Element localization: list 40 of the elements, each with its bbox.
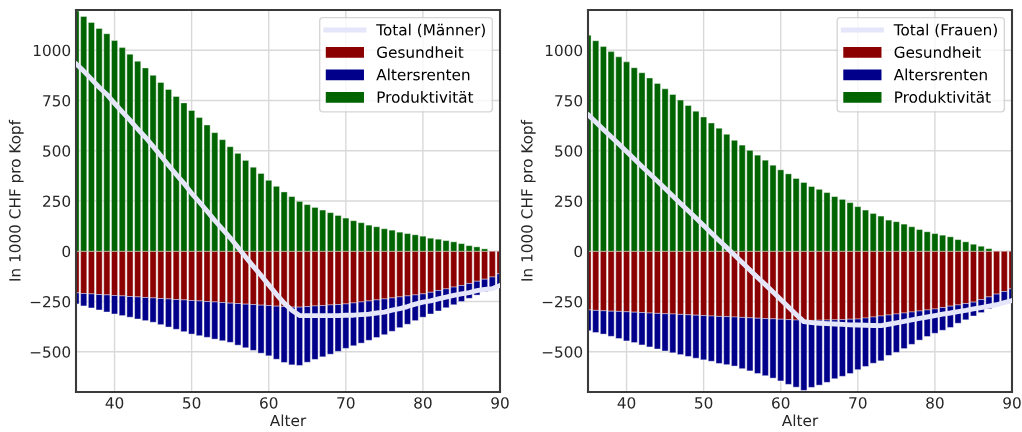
x-tick-label: 90 [491,397,509,409]
y-axis-title: In 1000 CHF pro Kopf [520,119,536,281]
x-tick-label: 80 [414,397,432,409]
y-tick-label: −250 [30,295,71,308]
x-tick-label: 50 [183,397,201,409]
y-tick-label: 250 [43,195,71,208]
x-tick-label: 70 [849,397,867,409]
y-tick-label: 750 [43,94,71,107]
x-tick-label: 60 [260,397,278,409]
y-tick-label: 1000 [545,44,583,57]
y-tick-label: 0 [574,245,583,258]
y-tick-label: 500 [555,145,583,157]
y-tick-label: 750 [555,94,583,107]
x-tick-label: 40 [105,397,124,409]
y-axis-title: In 1000 CHF pro Kopf [8,119,24,281]
y-tick-label: 250 [555,195,583,208]
x-tick-label: 40 [617,397,636,409]
x-tick-label: 60 [772,397,790,409]
x-tick-label: 50 [695,397,713,409]
legend-label: Gesundheit [377,46,464,58]
legend-label: Total (Frauen) [893,23,997,38]
x-axis-title: Alter [781,414,819,427]
x-axis-title: Alter [269,414,307,427]
legend-label: Altersrenten [376,68,470,81]
y-tick-label: 0 [62,245,71,258]
line-series [588,112,1012,329]
y-tick-label: −250 [542,295,583,308]
x-tick-label: 90 [1003,397,1021,409]
legend-label: Gesundheit [894,46,981,58]
legend-label: Altersrenten [893,68,987,81]
legend-label: Total (Männer) [376,23,485,38]
x-tick-label: 80 [926,397,944,409]
legend-label: Produktivität [895,91,991,103]
y-tick-label: −500 [542,346,583,358]
y-tick-label: 1000 [33,44,71,57]
legend-label: Produktivität [377,91,474,103]
x-tick-label: 70 [337,397,355,409]
line-series [76,61,500,319]
y-tick-label: 500 [43,145,71,157]
y-tick-label: −500 [30,346,71,358]
